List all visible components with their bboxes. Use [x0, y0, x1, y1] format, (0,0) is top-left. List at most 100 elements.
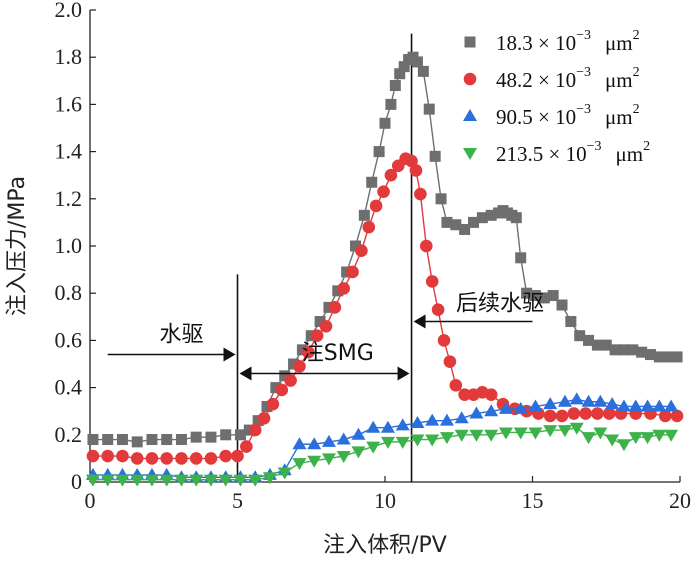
data-point-triangle-down: [262, 472, 277, 485]
data-point-triangle-down: [469, 429, 484, 442]
data-point-square: [394, 68, 406, 80]
data-point-square: [583, 334, 595, 346]
legend-unit: μm: [605, 68, 633, 92]
data-point-circle: [602, 407, 616, 420]
data-point-circle: [160, 452, 173, 465]
data-point-square: [190, 431, 202, 443]
data-point-triangle-down: [463, 148, 477, 160]
data-point-square: [662, 351, 674, 363]
data-point-triangle-up: [321, 434, 336, 447]
x-tick-label: 10: [374, 488, 396, 513]
data-point-triangle-up: [569, 392, 584, 405]
data-point-triangle-up: [513, 401, 528, 414]
data-point-triangle-down: [144, 474, 159, 487]
data-point-square: [131, 436, 143, 448]
legend-exponent: −3: [576, 102, 591, 117]
data-point-square: [435, 193, 447, 205]
data-point-circle: [116, 449, 129, 463]
data-point-circle: [248, 423, 262, 437]
smg-arrowhead-left: [239, 366, 252, 381]
data-point-triangle-down: [640, 432, 655, 445]
data-point-square: [645, 349, 656, 361]
data-point-triangle-down: [248, 474, 263, 487]
data-point-triangle-down: [321, 453, 336, 466]
data-point-square: [358, 209, 370, 221]
data-point-triangle-up: [454, 411, 469, 424]
x-axis-label: 注入体积/PV: [323, 533, 447, 558]
data-point-triangle-down: [115, 474, 130, 487]
data-point-circle: [231, 449, 244, 463]
data-point-square: [161, 434, 173, 446]
data-point-circle: [484, 388, 498, 401]
data-point-triangle-up: [336, 432, 351, 445]
data-point-triangle-down: [557, 425, 572, 438]
data-point-triangle-up: [366, 420, 381, 433]
legend-exponent: −3: [576, 28, 591, 43]
data-point-circle: [293, 360, 306, 373]
data-point-triangle-down: [513, 427, 528, 440]
data-point-triangle-up: [439, 413, 454, 426]
data-point-triangle-up: [581, 394, 596, 407]
data-point-triangle-up: [616, 399, 631, 412]
data-point-triangle-down: [528, 427, 543, 440]
annotation-smg-injection: 注SMG: [302, 341, 374, 366]
data-point-triangle-down: [439, 432, 454, 445]
data-point-square: [459, 223, 471, 235]
data-point-square: [288, 358, 300, 370]
data-point-triangle-down: [425, 434, 440, 447]
data-point-triangle-down: [130, 474, 145, 487]
water-drive-arrowhead: [223, 347, 236, 362]
data-point-square: [468, 216, 479, 228]
data-point-triangle-down: [593, 427, 608, 440]
data-point-square: [423, 103, 435, 115]
data-point-square: [261, 400, 273, 412]
data-point-triangle-up: [395, 418, 410, 431]
data-point-circle: [355, 244, 368, 258]
data-point-circle: [449, 378, 463, 392]
data-point-triangle-down: [174, 474, 189, 487]
x-tick-label: 15: [522, 488, 544, 513]
legend-base: 213.5 × 10: [496, 142, 587, 166]
data-point-square: [252, 415, 264, 427]
series-1: [86, 152, 684, 465]
data-point-triangle-down: [218, 474, 233, 487]
legend-unit: μm: [605, 105, 633, 129]
data-point-triangle-up: [628, 399, 643, 412]
legend-unit-exponent: 2: [633, 65, 640, 80]
data-point-circle: [86, 449, 100, 463]
legend-unit: μm: [616, 142, 644, 166]
data-point-triangle-down: [366, 441, 381, 454]
data-point-circle: [240, 440, 253, 453]
data-point-triangle-down: [351, 446, 366, 459]
data-point-circle: [257, 411, 271, 425]
data-point-square: [385, 98, 397, 110]
y-tick-label: 2.0: [55, 0, 83, 22]
data-point-square: [366, 176, 378, 188]
data-point-triangle-up: [351, 427, 366, 440]
data-point-triangle-up: [307, 437, 322, 450]
y-tick-label: 1.0: [55, 233, 83, 258]
data-point-triangle-down: [664, 429, 679, 442]
data-point-circle: [591, 407, 604, 420]
annotation-water-drive: 水驱: [159, 322, 203, 347]
data-point-circle: [409, 164, 423, 177]
data-point-circle: [319, 319, 333, 333]
data-point-circle: [431, 303, 445, 317]
data-point-triangle-down: [380, 436, 395, 449]
plot-frame: [89, 10, 680, 483]
series-layer: [85, 51, 684, 487]
data-point-triangle-up: [640, 399, 655, 412]
axis-ticks: 0 5 10 15 20 0 0.2 0.4 0.6 0.8 1.0 1.2 1.4 1.6 1.8 2.0: [55, 0, 692, 513]
data-point-circle: [543, 409, 557, 423]
data-point-square: [332, 285, 344, 297]
data-point-square: [220, 429, 232, 441]
data-point-triangle-up: [652, 399, 667, 412]
data-point-circle: [443, 355, 457, 368]
legend-unit-exponent: 2: [633, 102, 640, 117]
data-point-circle: [670, 409, 684, 423]
y-tick-label: 0.4: [55, 375, 83, 400]
data-point-triangle-up: [664, 399, 679, 412]
